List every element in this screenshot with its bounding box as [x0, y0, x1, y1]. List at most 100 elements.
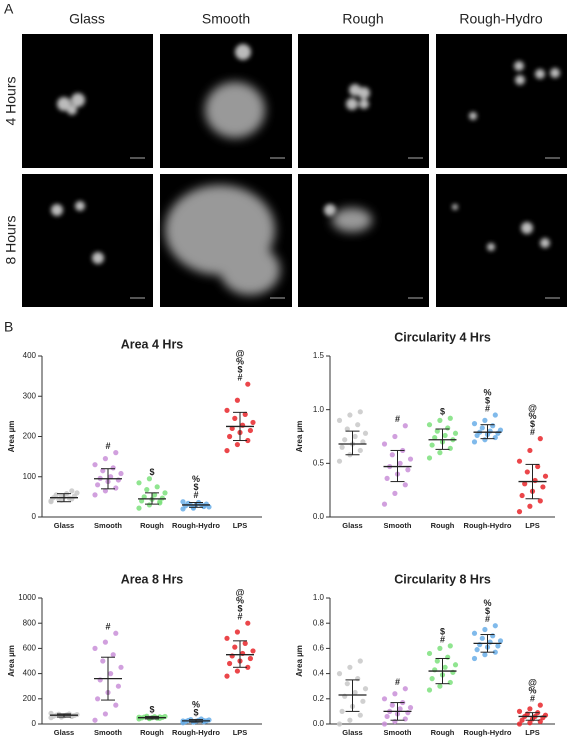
data-point [437, 417, 443, 423]
data-point [447, 415, 453, 421]
data-point [495, 643, 501, 649]
data-point [152, 492, 158, 498]
data-point [360, 698, 366, 704]
significance-mark: $ [485, 395, 490, 405]
data-point [136, 505, 142, 511]
data-point [146, 476, 152, 482]
y-tick-label: 300 [23, 391, 37, 400]
data-point [245, 381, 251, 387]
data-point [487, 428, 493, 434]
data-point [92, 462, 98, 468]
data-point [110, 465, 116, 471]
data-point [437, 683, 443, 689]
x-tick-label: LPS [233, 728, 248, 737]
data-point [482, 437, 488, 443]
data-point [492, 412, 498, 418]
y-tick-label: 1.5 [313, 351, 325, 360]
data-point [154, 484, 160, 490]
x-tick-label: LPS [233, 521, 248, 530]
data-point [347, 412, 353, 418]
data-point [516, 708, 523, 715]
data-point [426, 650, 433, 657]
significance-mark: # [193, 490, 198, 500]
data-point [347, 717, 353, 723]
x-tick-label: LPS [525, 728, 540, 737]
data-point [482, 652, 488, 658]
data-point [344, 426, 350, 432]
data-point [492, 623, 498, 629]
x-tick-label: Glass [54, 728, 74, 737]
data-point [524, 711, 530, 717]
data-point [389, 452, 395, 458]
significance-mark: # [105, 622, 110, 632]
data-point [352, 689, 358, 696]
significance-mark: $ [440, 626, 445, 636]
data-point [490, 633, 496, 639]
data-point [381, 721, 388, 727]
column-header: Smooth [202, 11, 250, 27]
row-label: 8 Hours [3, 215, 19, 264]
data-point [362, 686, 369, 692]
data-point [519, 492, 525, 499]
data-point [113, 630, 119, 636]
data-point [245, 620, 251, 626]
data-point [402, 423, 408, 429]
y-tick-label: 100 [23, 472, 37, 481]
y-axis-label: Area µm [295, 645, 304, 677]
significance-mark: # [530, 693, 535, 703]
data-point [516, 509, 523, 515]
data-point [339, 708, 345, 715]
data-point [245, 664, 251, 670]
data-point [527, 447, 533, 454]
data-point [434, 428, 440, 434]
data-point [92, 492, 98, 498]
data-point [118, 470, 124, 477]
y-axis-label: Area µm [295, 421, 304, 453]
data-point [490, 423, 496, 429]
y-tick-label: 0.8 [313, 618, 325, 627]
y-tick-label: 200 [23, 694, 37, 703]
data-point [110, 652, 116, 658]
data-point [118, 664, 124, 670]
x-tick-label: Rough-Hydro [172, 728, 220, 737]
significance-mark: # [440, 634, 445, 644]
significance-mark: % [236, 596, 244, 606]
data-point [471, 421, 478, 427]
data-point [102, 639, 108, 645]
x-tick-label: Rough-Hydro [464, 521, 512, 530]
y-tick-label: 0.4 [313, 669, 325, 678]
significance-mark: $ [237, 604, 242, 614]
data-point [381, 696, 388, 702]
y-tick-label: 1.0 [313, 593, 325, 602]
data-point [355, 422, 361, 428]
data-point [432, 434, 438, 441]
data-point [139, 498, 145, 504]
y-tick-label: 0 [32, 719, 37, 728]
y-tick-label: 200 [23, 432, 37, 441]
data-point [482, 626, 488, 633]
data-point [471, 439, 478, 445]
data-point [100, 658, 106, 664]
significance-mark: % [236, 357, 244, 367]
data-point [360, 439, 366, 445]
data-point [162, 490, 168, 496]
data-point [242, 640, 248, 646]
data-point [479, 425, 485, 431]
data-point [347, 664, 353, 670]
x-tick-label: Rough [431, 521, 455, 530]
data-point [447, 643, 453, 649]
data-point [392, 691, 398, 697]
data-point [108, 671, 114, 677]
data-point [392, 718, 398, 725]
significance-mark: % [483, 387, 491, 397]
x-tick-label: Glass [342, 521, 362, 530]
data-point [102, 488, 108, 494]
data-point [442, 432, 448, 439]
data-point [402, 482, 408, 488]
data-point [452, 430, 459, 436]
data-point [407, 705, 414, 711]
data-point [397, 706, 403, 712]
data-point [532, 477, 538, 484]
data-point [69, 488, 75, 494]
y-tick-label: 400 [23, 669, 37, 678]
